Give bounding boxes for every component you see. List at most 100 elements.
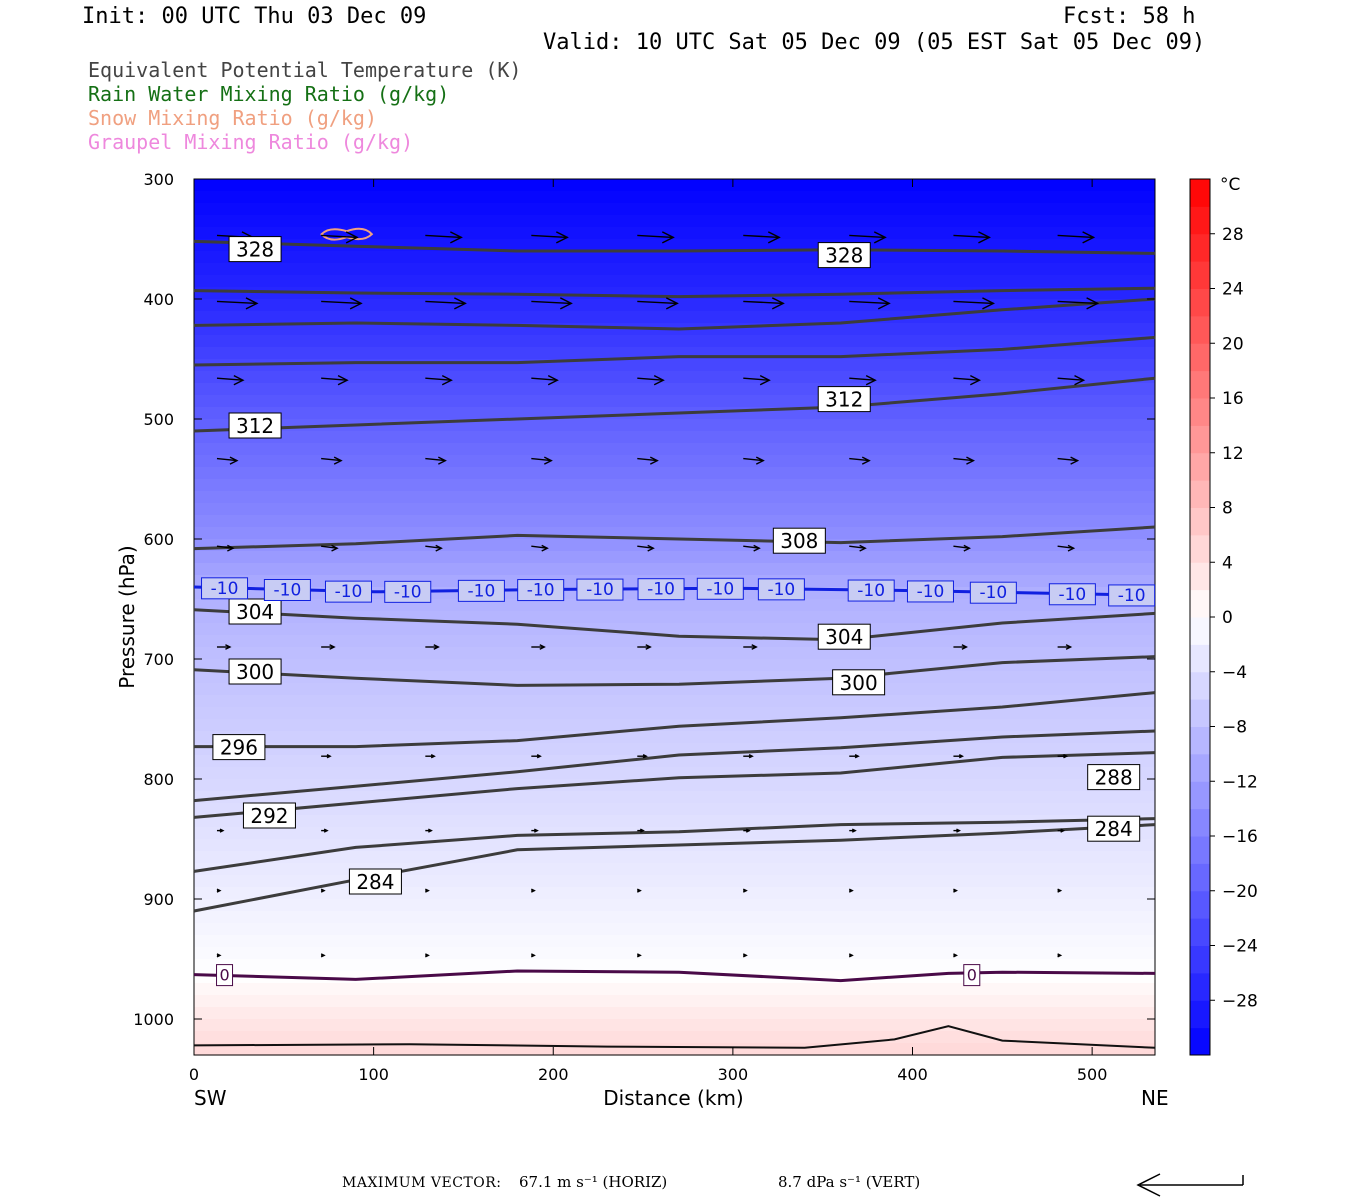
snow-contour: [320, 227, 374, 241]
wind-vector-head: [665, 297, 679, 310]
colorbar-tick-label: −16: [1222, 827, 1258, 847]
wind-vector-shaft: [1057, 545, 1074, 549]
temperature-band: [194, 623, 1155, 636]
theta-e-label-text: 312: [236, 414, 274, 438]
wind-vector-head: [326, 753, 332, 759]
isotherm-label-text: -10: [647, 580, 675, 600]
wind-vector-shaft: [531, 457, 552, 462]
wind-vector: [743, 231, 781, 244]
isotherm-label-text: -10: [979, 583, 1007, 603]
theta-e-label-box: [1087, 764, 1141, 791]
colorbar-segment: [1190, 781, 1210, 810]
isotherm-zero-label-text: 0: [219, 966, 229, 985]
colorbar-segment: [1190, 206, 1210, 235]
theta-e-label-box: [1087, 815, 1141, 842]
temperature-band: [194, 707, 1155, 720]
wind-vector-head: [645, 644, 652, 650]
isotherm-label-text: -10: [586, 580, 614, 600]
isotherm-zero-label: 0: [216, 964, 234, 987]
wind-vectors: [216, 231, 1100, 958]
y-tick-label: 500: [143, 410, 174, 429]
wind-vector-head: [1057, 888, 1063, 893]
wind-vector-head: [333, 456, 343, 465]
isotherm-label-text: -10: [917, 582, 945, 602]
wind-vector-head: [428, 828, 433, 833]
colorbar-tick-label: 0: [1222, 608, 1233, 628]
wind-vector: [531, 828, 539, 833]
wind-vector-head: [639, 828, 645, 833]
wind-vector: [953, 753, 964, 759]
temperature-band: [194, 203, 1155, 216]
wind-vector: [953, 644, 968, 650]
wind-vector: [743, 375, 771, 386]
colorbar-tick-label: −4: [1222, 663, 1247, 683]
plot-frame: [193, 178, 1156, 1056]
wind-vector-shaft: [849, 377, 876, 381]
y-tick-label: 400: [143, 290, 174, 309]
x-tick-label: 100: [358, 1065, 389, 1084]
isotherm-label: -10: [201, 577, 249, 600]
wind-vector-head: [547, 375, 559, 386]
wind-vector: [1057, 888, 1063, 893]
x-tick-label: 500: [1077, 1065, 1108, 1084]
colorbar-segment: [1190, 233, 1210, 262]
wind-vector-head: [966, 456, 975, 465]
isotherm-zero-line: [193, 969, 1156, 983]
isotherm-label-text: -10: [468, 581, 496, 601]
wind-vector-shaft: [849, 300, 890, 305]
wind-vector-head: [433, 644, 440, 650]
wind-vector-head: [767, 231, 781, 244]
wind-vector-head: [1067, 544, 1076, 552]
temperature-band: [194, 371, 1155, 384]
isotherm-label: -10: [757, 578, 805, 601]
theta-e-label-text: 296: [220, 736, 258, 760]
wind-vector: [425, 375, 453, 386]
theta-e-label: 328: [228, 236, 282, 263]
theta-e-label: 284: [1087, 815, 1141, 842]
theta-e-line: [193, 525, 1156, 551]
wind-vector: [1057, 456, 1080, 465]
theta-e-label: 328: [817, 242, 871, 269]
wind-vector-head: [1074, 375, 1086, 386]
colorbar-segment: [1190, 288, 1210, 317]
wind-vector-head: [642, 753, 648, 759]
temperature-band: [194, 347, 1155, 360]
wind-vector: [531, 753, 542, 759]
max-vector-horiz: 67.1 m s⁻¹ (HORIZ): [519, 1173, 668, 1191]
wind-vector: [321, 544, 339, 552]
wind-vector: [321, 753, 332, 759]
colorbar-segment: [1190, 726, 1210, 755]
wind-vector-head: [956, 828, 961, 833]
temperature-band: [194, 887, 1155, 900]
colorbar-segment: [1190, 343, 1210, 372]
theta-e-line: [193, 817, 1156, 873]
wind-vector: [425, 828, 433, 833]
isotherm-label-box: [696, 577, 744, 600]
wind-vector-head: [229, 456, 239, 465]
wind-vector: [216, 828, 225, 833]
wind-vector: [637, 231, 675, 244]
isotherm-label-box: [263, 578, 311, 601]
colorbar-segment: [1190, 507, 1210, 536]
wind-vector-head: [647, 544, 655, 552]
wind-vector-head: [225, 644, 232, 650]
wind-vector-shaft: [953, 234, 990, 239]
temperature-band: [194, 899, 1155, 912]
isotherm-label-box: [384, 580, 432, 603]
colorbar-segment: [1190, 890, 1210, 919]
wind-vector-head: [425, 953, 430, 958]
wind-vector-shaft: [425, 457, 446, 462]
colorbar-segment: [1190, 562, 1210, 591]
wind-vector-head: [349, 297, 363, 310]
wind-vector: [743, 753, 754, 759]
wind-vector-head: [329, 644, 336, 650]
temperature-band: [194, 1007, 1155, 1020]
wind-vector-head: [435, 544, 443, 552]
axes: 300 400 500 600 700 800 900 1000 0 100 200 300 400 50…: [115, 170, 1169, 1110]
theta-e-label-text: 312: [825, 388, 863, 412]
y-tick-label: 1000: [133, 1010, 174, 1029]
isotherm-label: -10: [696, 577, 744, 600]
wind-vector-head: [848, 888, 854, 893]
colorbar-segment: [1190, 671, 1210, 700]
temperature-band: [194, 791, 1155, 804]
